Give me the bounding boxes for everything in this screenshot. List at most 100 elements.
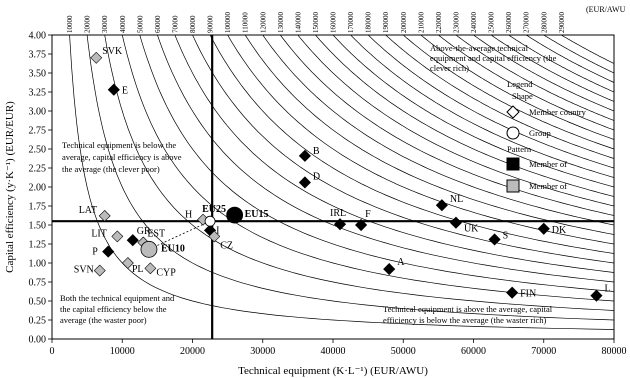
isoquant-label: 230000 — [452, 12, 460, 34]
label-eu25: EU25 — [202, 204, 226, 215]
point-svn — [93, 264, 106, 277]
svg-text:average (the waster poor): average (the waster poor) — [60, 315, 147, 325]
y-axis-ticks: 0.00 0.25 0.50 0.75 1.00 1.25 1.50 1.75 2.00 2.25… — [29, 31, 52, 346]
svg-text:average, capital efficiency is: average, capital efficiency is above — [62, 152, 182, 162]
label-eu10: EU10 — [161, 243, 185, 254]
isoquant-label: 150000 — [312, 12, 320, 34]
point-l — [590, 289, 603, 302]
isoquant-curve — [86, 35, 614, 321]
isoquant-curve — [139, 35, 614, 292]
y-tick-label: 1.75 — [29, 202, 47, 213]
point-nl — [435, 199, 448, 212]
y-tick-label: 1.00 — [29, 259, 47, 270]
x-tick-label: 0 — [50, 346, 55, 357]
isoquant-curves — [69, 35, 614, 330]
label-l: L — [604, 284, 610, 295]
group-eu25 — [204, 215, 216, 227]
isoquant-label: 190000 — [382, 12, 390, 34]
svg-text:Technical equipment is above t: Technical equipment is above the average… — [383, 304, 553, 314]
isoquant-curve — [350, 35, 614, 178]
isoquant-curve — [174, 35, 614, 273]
label-cyp: CYP — [156, 267, 176, 278]
y-tick-label: 3.75 — [29, 50, 47, 61]
y-tick-label: 2.75 — [29, 126, 47, 137]
isoquant-curve — [69, 35, 614, 330]
legend-shape-title: Shape — [512, 91, 533, 101]
legend-diamond-icon — [506, 105, 520, 119]
y-tick-label: 0.25 — [29, 316, 47, 327]
isoquant-label: 50000 — [136, 15, 144, 33]
isoquant-curve — [526, 35, 614, 83]
x-axis-ticks: 0 10000 20000 30000 40000 50000 60000 70000 8000… — [50, 339, 627, 357]
label-h: H — [185, 210, 192, 221]
label-est: EST — [147, 228, 165, 239]
point-cz — [208, 230, 221, 243]
group-eu10 — [140, 240, 158, 258]
svg-text:the average (the clever poor): the average (the clever poor) — [62, 164, 160, 174]
isoquant-label: 10000 — [66, 15, 74, 33]
isoquant-label: 20000 — [84, 15, 92, 33]
isoquant-label: 90000 — [207, 15, 215, 33]
isoquant-curve — [280, 35, 614, 216]
point-fin — [506, 286, 519, 299]
y-tick-label: 0.75 — [29, 278, 47, 289]
y-tick-label: 2.50 — [29, 145, 47, 156]
isoquant-label: 80000 — [189, 15, 197, 33]
label-svk: SVK — [102, 46, 123, 57]
svg-text:Technical equipment is below t: Technical equipment is below the — [62, 140, 176, 150]
x-tick-label: 20000 — [180, 346, 205, 357]
legend-gray-swatch — [506, 179, 520, 193]
isoquant-curve — [244, 35, 614, 235]
svg-text:Both the technical equipment a: Both the technical equipment and — [60, 293, 175, 303]
isoquant-label: 170000 — [347, 12, 355, 34]
isoquant-label: 200000 — [400, 12, 408, 34]
legend-member-country: Member country — [529, 107, 587, 117]
legend-circle-icon — [506, 126, 520, 140]
label-s: S — [503, 230, 509, 241]
isoquant-label: 240000 — [470, 12, 478, 34]
annotation-clever-poor: Technical equipment is below the average… — [62, 140, 182, 174]
isoquant-curve — [121, 35, 614, 302]
isoquant-curve — [297, 35, 614, 207]
label-lit: LIT — [91, 228, 107, 239]
isoquant-curve — [332, 35, 614, 188]
label-nl: NL — [450, 194, 463, 205]
point-svk — [90, 51, 103, 64]
label-i: I — [216, 225, 219, 236]
y-tick-label: 4.00 — [29, 31, 47, 42]
y-tick-label: 3.00 — [29, 107, 47, 118]
isoquant-label: 290000 — [558, 12, 566, 34]
label-d: D — [313, 171, 320, 182]
label-uk: UK — [464, 224, 479, 235]
y-tick-label: 3.25 — [29, 88, 47, 99]
point-dk — [537, 222, 550, 235]
isoquant-labels: 10000 20000 30000 40000 50000 60000 70000 80000… — [66, 12, 566, 34]
isoquant-curve — [209, 35, 614, 254]
eu25-eu10-connector — [148, 220, 211, 250]
isoquant-curve — [438, 35, 614, 131]
isoquant-label: 260000 — [505, 12, 513, 34]
isoquant-label: 110000 — [242, 12, 250, 33]
isoquant-curve — [490, 35, 614, 102]
isoquant-label: 120000 — [259, 12, 267, 34]
isoquant-label: 210000 — [417, 12, 425, 34]
y-tick-label: 2.00 — [29, 183, 47, 194]
isoquant-label: 270000 — [523, 12, 531, 34]
isoquant-label: 250000 — [488, 12, 496, 34]
svg-text:clever rich): clever rich) — [430, 63, 469, 73]
isoquant-label: 70000 — [171, 15, 179, 33]
legend: Legend Shape Member country Group Patter… — [506, 79, 587, 193]
annotation-waster-rich: Technical equipment is above the average… — [383, 304, 553, 325]
isoquant-curve — [385, 35, 614, 159]
label-svn: SVN — [74, 265, 94, 276]
label-a: A — [397, 257, 405, 268]
isoquant-curve — [367, 35, 614, 169]
isoquant-curve — [473, 35, 614, 112]
isoquant-label: 40000 — [119, 15, 127, 33]
legend-member-of-1: Member of — [529, 159, 567, 169]
isoquant-label: 140000 — [294, 12, 302, 34]
y-tick-label: 1.50 — [29, 221, 47, 232]
annotation-waster-poor: Both the technical equipment and the cap… — [60, 293, 175, 325]
